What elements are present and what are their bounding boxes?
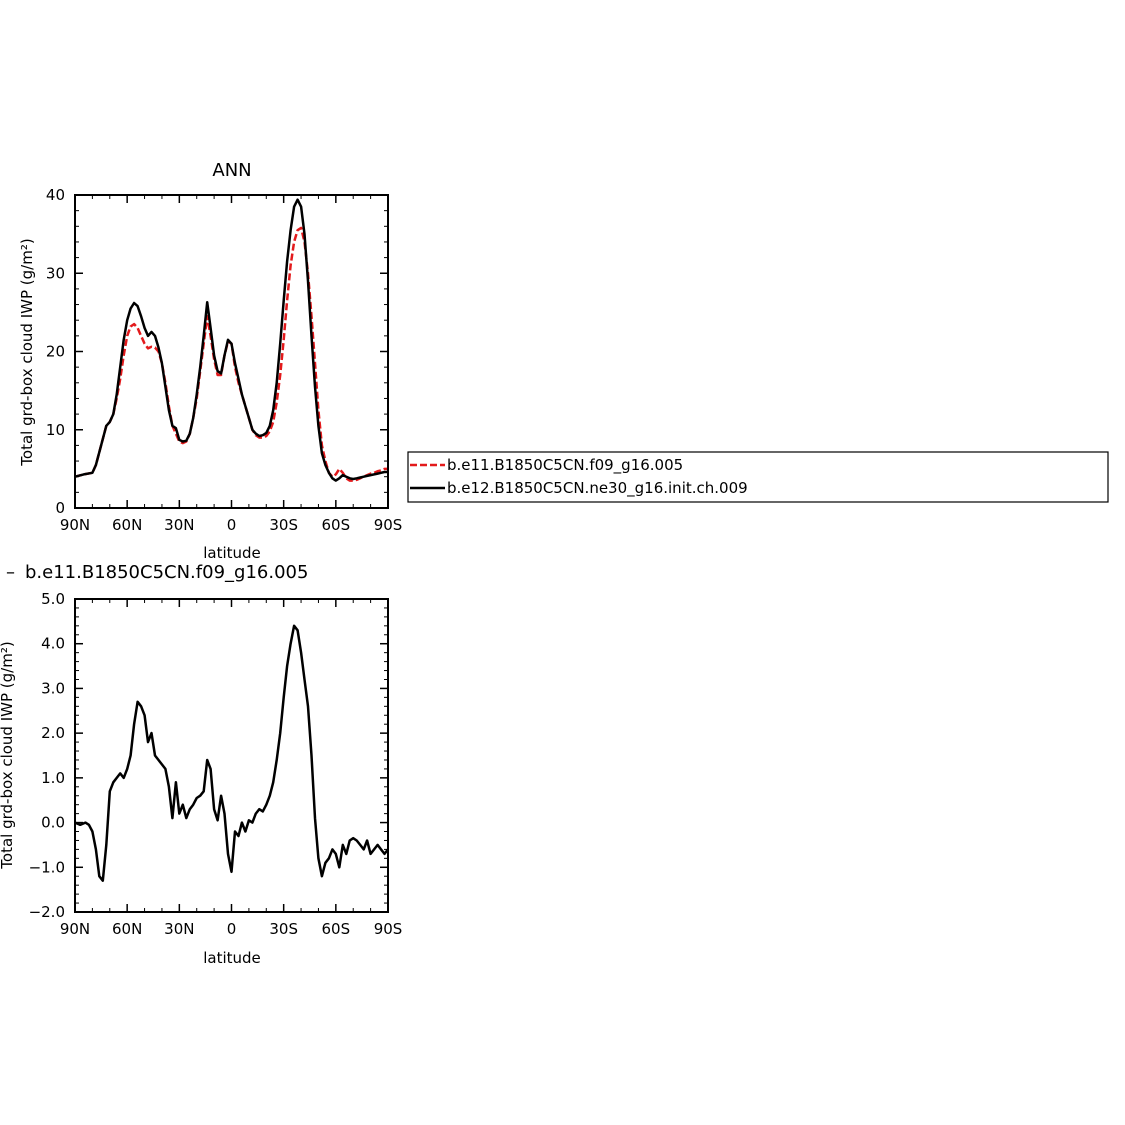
chart-bottom-title-text: b.e11.B1850C5CN.f09_g16.005 — [25, 562, 308, 583]
chart-top-xtick-label: 30S — [269, 516, 298, 534]
chart-bottom-ytick-label: 3.0 — [41, 679, 65, 697]
chart-top-xtick-label: 90S — [374, 516, 403, 534]
chart-top-ytick-label: 10 — [46, 421, 65, 439]
chart-bottom-title-prefix: – — [6, 562, 15, 583]
chart-bottom: – b.e11.B1850C5CN.f09_g16.005 Total grd-b… — [0, 562, 402, 967]
chart-top-title: ANN — [212, 160, 251, 181]
chart-bottom-ytick-label: −2.0 — [29, 903, 65, 921]
chart-top-ytick-label: 0 — [55, 499, 65, 517]
chart-top-ytick-label: 20 — [46, 343, 65, 361]
chart-top-xlabel: latitude — [203, 544, 261, 562]
chart-bottom-ytick-label: 2.0 — [41, 724, 65, 742]
chart-top-xtick-label: 0 — [227, 516, 237, 534]
chart-bottom-ylabel: Total grd-box cloud IWP (g/m²) — [0, 641, 16, 869]
chart-bottom-xtick-label: 30S — [269, 920, 298, 938]
chart-bottom-series-line-1 — [74, 624, 389, 882]
chart-top-ytick-label: 40 — [46, 186, 65, 204]
legend-label-series-1: b.e11.B1850C5CN.f09_g16.005 — [447, 456, 683, 475]
chart-bottom-ytick-label: −1.0 — [29, 858, 65, 876]
chart-top-xtick-label: 60N — [112, 516, 142, 534]
legend: b.e11.B1850C5CN.f09_g16.005 b.e12.B1850C… — [407, 451, 1109, 503]
chart-bottom-xtick-label: 0 — [227, 920, 237, 938]
chart-bottom-ytick-label: 1.0 — [41, 769, 65, 787]
chart-top-series-line-2 — [74, 198, 388, 482]
chart-bottom-xtick-label: 90N — [60, 920, 90, 938]
chart-bottom-ytick-label: 5.0 — [41, 590, 65, 608]
chart-bottom-xlabel: latitude — [203, 949, 261, 967]
chart-bottom-xtick-label: 60S — [322, 920, 351, 938]
chart-bottom-xtick-label: 90S — [374, 920, 403, 938]
chart-top-ylabel: Total grd-box cloud IWP (g/m²) — [18, 238, 36, 466]
chart-top-xtick-label: 90N — [60, 516, 90, 534]
chart-bottom-xtick-label: 60N — [112, 920, 142, 938]
chart-top-xtick-label: 30N — [164, 516, 194, 534]
chart-top-xtick-label: 60S — [322, 516, 351, 534]
chart-bottom-xtick-label: 30N — [164, 920, 194, 938]
chart-bottom-title: – b.e11.B1850C5CN.f09_g16.005 — [6, 562, 308, 583]
chart-bottom-ytick-label: 4.0 — [41, 635, 65, 653]
chart-top-ytick-label: 30 — [46, 264, 65, 282]
legend-box — [407, 451, 1109, 503]
chart-bottom-ytick-label: 0.0 — [41, 814, 65, 832]
legend-label-series-2: b.e12.B1850C5CN.ne30_g16.init.ch.009 — [447, 479, 748, 498]
chart-top: ANN Total grd-box cloud IWP (g/m²) latit… — [18, 160, 402, 562]
